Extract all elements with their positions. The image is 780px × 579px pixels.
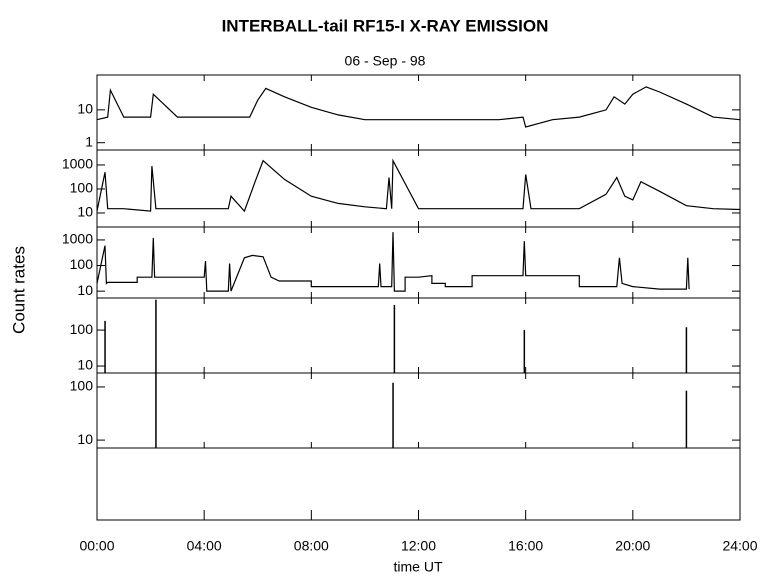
data-line [96, 158, 741, 213]
panel-frame [96, 149, 741, 228]
y-tick-label: 100 [70, 378, 94, 394]
y-tick-label: 100 [70, 256, 94, 272]
y-axis-label: Count rates [9, 246, 28, 334]
data-line [96, 86, 741, 128]
x-tick-label: 16:00 [508, 538, 543, 554]
panel-frame [96, 74, 741, 151]
chart-subtitle: 06 - Sep - 98 [345, 53, 426, 69]
x-tick-label: 04:00 [187, 538, 222, 554]
chart-title: INTERBALL-tail RF15-I X-RAY EMISSION [222, 16, 549, 35]
x-tick-label: 00:00 [79, 538, 114, 554]
y-tick-label: 1000 [62, 231, 93, 247]
y-tick-label: 10 [77, 357, 93, 373]
y-tick-label: 1 [85, 133, 93, 149]
y-tick-label: 10 [77, 282, 93, 298]
y-tick-label: 10 [77, 431, 93, 447]
x-tick-label: 24:00 [722, 538, 757, 554]
data-line [96, 232, 690, 292]
y-tick-label: 100 [70, 321, 94, 337]
x-tick-label: 20:00 [615, 538, 650, 554]
y-tick-label: 10 [77, 101, 93, 117]
x-axis-label: time UT [394, 559, 443, 575]
y-tick-label: 1000 [62, 156, 93, 172]
y-tick-label: 10 [77, 204, 93, 220]
y-tick-label: 100 [70, 180, 94, 196]
panel-frame [96, 372, 741, 449]
empty-panel [96, 447, 741, 521]
x-tick-label: 08:00 [294, 538, 329, 554]
panel-frame [96, 297, 741, 374]
x-tick-label: 12:00 [401, 538, 436, 554]
